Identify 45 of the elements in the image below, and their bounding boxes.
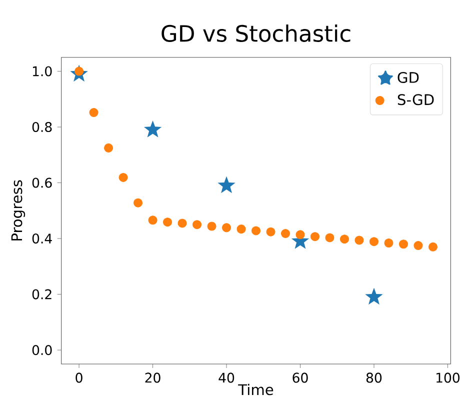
y-tick-label: 1.0 [32,66,52,76]
point [178,218,187,228]
point [144,120,162,138]
point [148,216,158,225]
point [89,108,98,118]
x-tick-label: 60 [292,372,308,383]
x-tick-label: 20 [145,372,160,383]
chart-title: GD vs Stochastic [162,24,350,42]
point [192,220,202,230]
legend-label: S-GD [398,94,434,106]
point [280,229,290,238]
point [134,198,143,208]
point [222,223,232,232]
point [266,227,276,236]
point [354,236,364,245]
point [236,224,246,234]
point [207,222,216,231]
x-axis-title: Time [238,384,274,396]
point [384,238,394,248]
point [218,176,236,194]
y-tick-label: 0.2 [32,289,52,300]
x-tick-label: 80 [366,372,382,383]
point [365,288,383,305]
point [428,242,438,252]
legend-label: GD [398,72,419,83]
y-tick-label: 0.8 [32,122,52,132]
point [118,172,128,182]
x-tick-label: 0 [76,372,82,383]
y-axis-title: Progress [11,180,26,240]
point [340,234,350,244]
y-tick-label: 0.0 [32,345,52,356]
point [398,240,408,249]
y-tick-label: 0.4 [32,234,52,244]
point [104,143,114,152]
point [414,241,423,250]
y-tick-label: 0.6 [32,178,52,188]
x-tick-label: 40 [218,372,234,383]
point [310,232,320,242]
point [296,230,305,240]
point [74,66,84,76]
point [163,218,172,227]
point [251,226,261,236]
point [325,233,334,242]
x-tick-label: 100 [436,372,460,383]
point [369,237,378,246]
